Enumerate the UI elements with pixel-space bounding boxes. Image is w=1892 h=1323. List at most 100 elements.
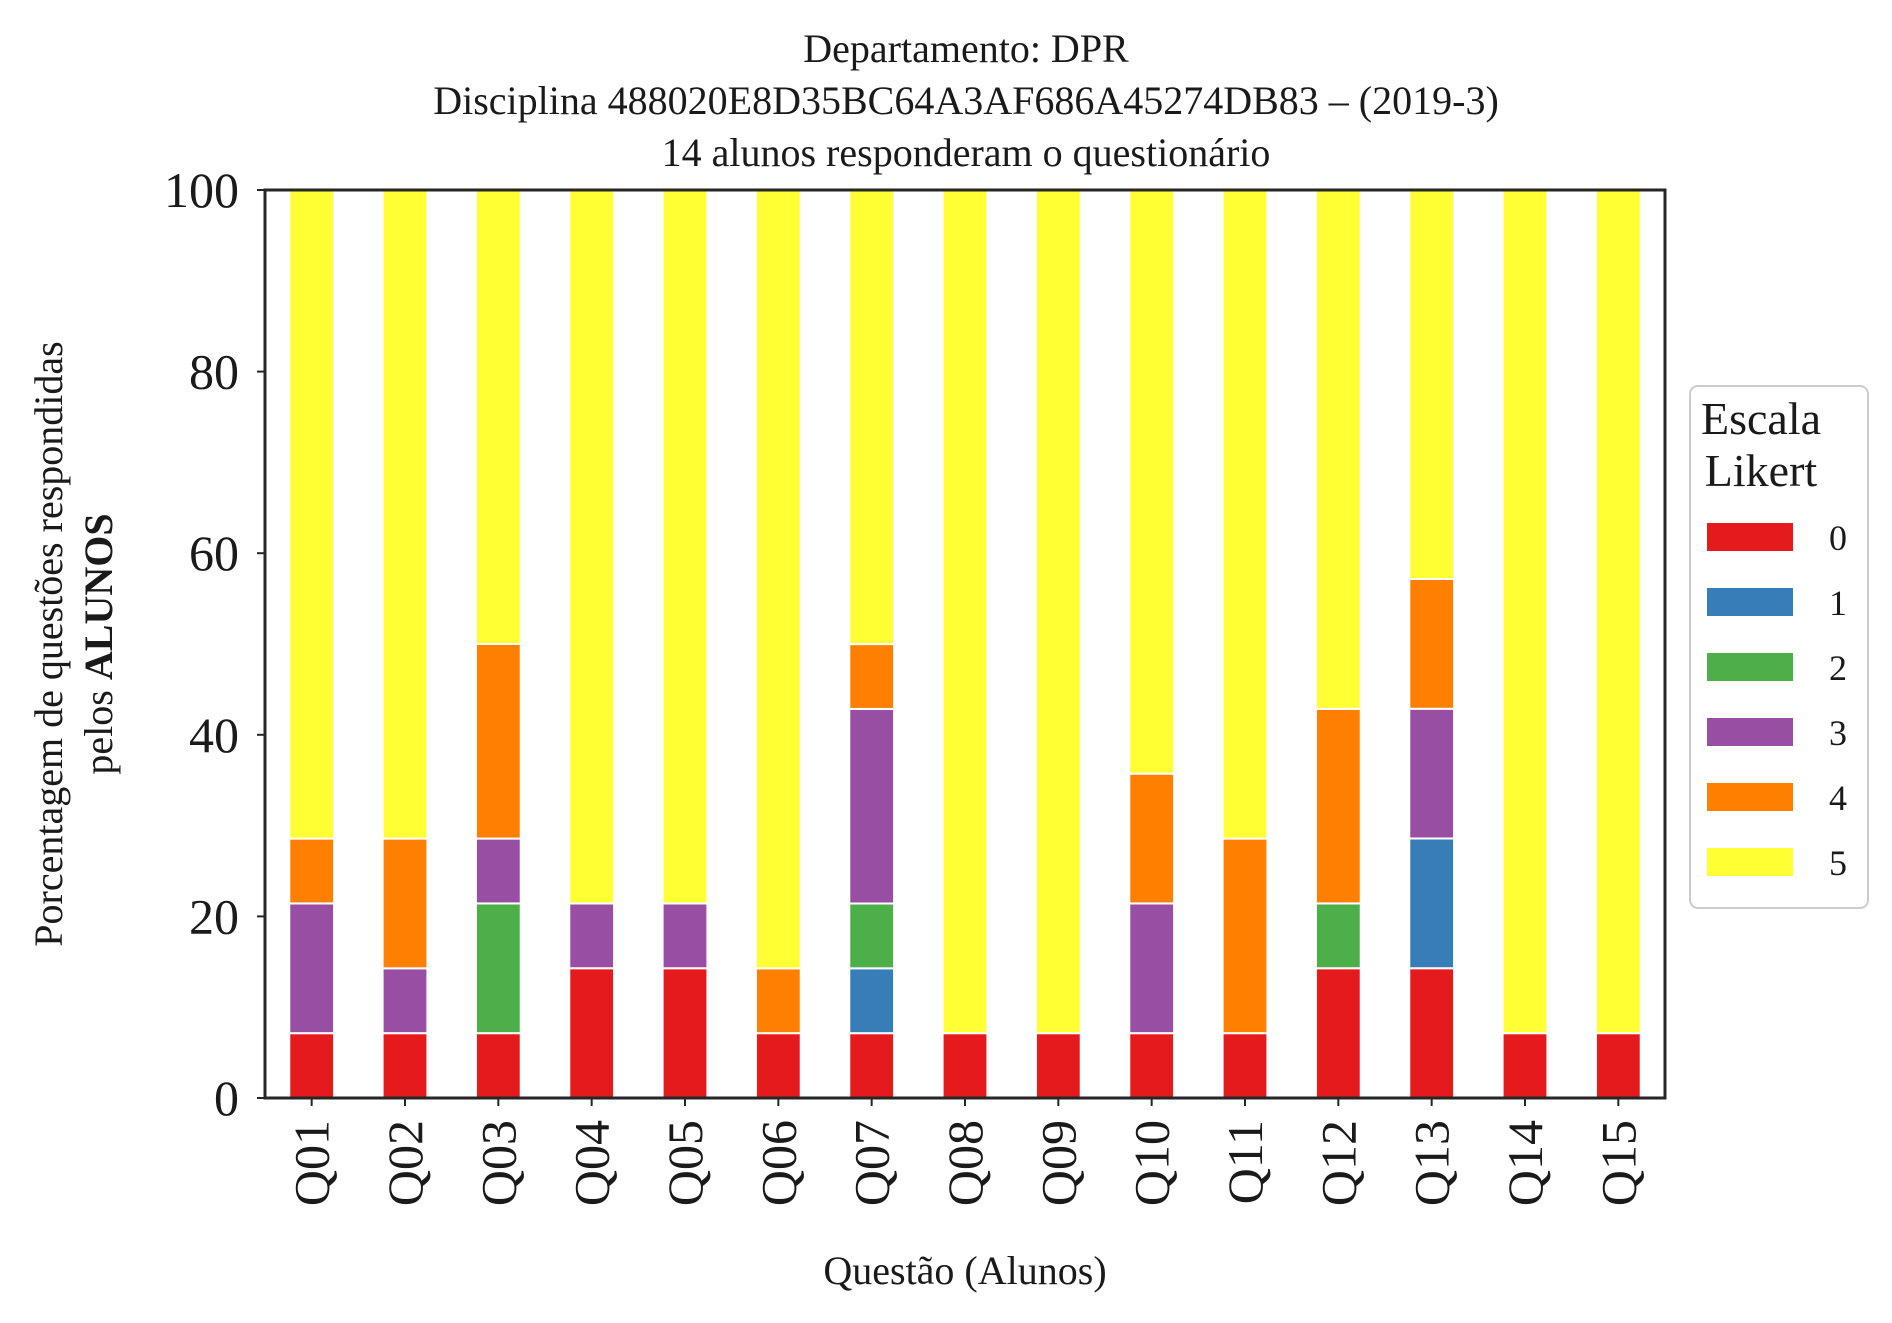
y-tick-label-0: 0	[214, 1070, 239, 1126]
legend-title-line-2: Likert	[1705, 445, 1818, 496]
y-axis-ticks: 0 20 40 60 80 100	[164, 162, 265, 1126]
bar-segment-q09-scale-0	[1034, 1032, 1082, 1100]
bar-segment-q05-scale-3	[661, 902, 709, 970]
x-tick-label-q11: Q11	[1217, 1120, 1273, 1204]
bar-segment-q03-scale-3	[474, 837, 522, 905]
bar-segment-q13-scale-4	[1408, 577, 1456, 710]
bar-segment-q01-scale-0	[288, 1032, 336, 1100]
bar-segment-q04-scale-0	[568, 967, 616, 1099]
bar-segment-q01-scale-5	[288, 189, 336, 840]
legend-swatch-5	[1707, 848, 1793, 876]
bar-segment-q15-scale-5	[1594, 189, 1642, 1035]
y-axis-label-prefix: pelos	[76, 680, 121, 774]
bar-segment-q02-scale-5	[381, 189, 429, 840]
bar-segment-q09-scale-5	[1034, 189, 1082, 1035]
legend-swatch-0	[1707, 523, 1793, 551]
bar-segment-q12-scale-0	[1314, 967, 1362, 1099]
x-tick-label-q06: Q06	[750, 1120, 806, 1206]
plot-frame	[263, 188, 1667, 1100]
x-tick-label-q05: Q05	[657, 1120, 713, 1206]
bar-segment-q07-scale-2	[848, 902, 896, 970]
x-tick-label-q04: Q04	[564, 1120, 620, 1206]
bar-segment-q10-scale-5	[1128, 188, 1176, 775]
bar-segment-q06-scale-5	[754, 189, 802, 970]
bar-segment-q07-scale-5	[848, 189, 896, 646]
y-tick-label-80: 80	[189, 344, 239, 400]
title-line-1: Departamento: DPR	[803, 26, 1129, 71]
legend-label-4: 4	[1829, 778, 1847, 818]
y-tick-label-100: 100	[164, 162, 239, 218]
bar-segment-q03-scale-2	[474, 902, 522, 1035]
legend-label-3: 3	[1829, 713, 1847, 753]
bar-segment-q08-scale-0	[941, 1032, 989, 1100]
legend-label-5: 5	[1829, 843, 1847, 883]
legend-label-0: 0	[1829, 518, 1847, 558]
bar-segment-q02-scale-3	[381, 967, 429, 1035]
y-tick-label-60: 60	[189, 525, 239, 581]
bars-group	[288, 188, 1642, 1100]
y-tick-label-20: 20	[189, 888, 239, 944]
bar-segment-q01-scale-4	[288, 837, 336, 905]
x-tick-label-q03: Q03	[470, 1120, 526, 1206]
legend: Escala Likert 0 1 2 3 4 5	[1689, 385, 1869, 909]
legend-swatch-4	[1707, 783, 1793, 811]
x-tick-label-q08: Q08	[937, 1120, 993, 1206]
bar-segment-q04-scale-3	[568, 902, 616, 970]
bar-segment-q10-scale-4	[1128, 772, 1176, 905]
x-tick-label-q12: Q12	[1310, 1120, 1366, 1206]
bar-segment-q08-scale-5	[941, 189, 989, 1035]
bar-segment-q03-scale-5	[474, 189, 522, 645]
bar-segment-q13-scale-0	[1408, 967, 1456, 1099]
x-axis-label: Questão (Alunos)	[823, 1248, 1106, 1293]
legend-label-2: 2	[1829, 648, 1847, 688]
x-tick-label-q01: Q01	[284, 1120, 340, 1206]
bar-segment-q15-scale-0	[1594, 1032, 1642, 1100]
bar-segment-q06-scale-0	[754, 1032, 802, 1100]
bar-segment-q03-scale-0	[474, 1032, 522, 1100]
bar-segment-q14-scale-5	[1501, 189, 1549, 1035]
bar-segment-q13-scale-5	[1408, 188, 1456, 580]
bar-segment-q11-scale-0	[1221, 1032, 1269, 1100]
bar-segment-q04-scale-5	[568, 189, 616, 905]
x-tick-label-q15: Q15	[1590, 1120, 1646, 1206]
bar-segment-q02-scale-4	[381, 837, 429, 970]
x-tick-label-q02: Q02	[377, 1120, 433, 1206]
y-axis-label-line-1: Porcentagem de questões respondidas	[26, 341, 71, 946]
y-axis-label-line-2: pelos ALUNOS	[76, 513, 121, 774]
bar-segment-q05-scale-0	[661, 967, 709, 1099]
legend-items: 0 1 2 3 4 5	[1707, 518, 1847, 883]
x-axis-ticks: Q01 Q02 Q03 Q04 Q05 Q06 Q07 Q08 Q09 Q10 Q11 Q12 Q13 Q…	[284, 1098, 1646, 1206]
x-tick-label-q10: Q10	[1124, 1120, 1180, 1206]
bar-segment-q12-scale-5	[1314, 189, 1362, 710]
bar-segment-q14-scale-0	[1501, 1032, 1549, 1100]
bar-segment-q11-scale-5	[1221, 189, 1269, 840]
legend-swatch-3	[1707, 718, 1793, 746]
bar-segment-q06-scale-4	[754, 967, 802, 1035]
bar-segment-q02-scale-0	[381, 1032, 429, 1100]
x-tick-label-q13: Q13	[1404, 1120, 1460, 1206]
chart-title: Departamento: DPR Disciplina 488020E8D35…	[433, 26, 1499, 175]
legend-label-1: 1	[1829, 583, 1847, 623]
bar-segment-q10-scale-3	[1128, 902, 1176, 1035]
bar-segment-q12-scale-2	[1314, 902, 1362, 970]
bar-segment-q11-scale-4	[1221, 837, 1269, 1035]
x-tick-label-q07: Q07	[844, 1120, 900, 1206]
x-tick-label-q14: Q14	[1497, 1120, 1553, 1206]
y-axis-label: Porcentagem de questões respondidas pelo…	[26, 341, 121, 946]
y-axis-label-bold: ALUNOS	[76, 513, 121, 680]
bar-segment-q03-scale-4	[474, 643, 522, 840]
bar-segment-q07-scale-0	[848, 1032, 896, 1100]
title-line-3: 14 alunos responderam o questionário	[662, 130, 1271, 175]
legend-box	[1689, 385, 1869, 909]
bar-segment-q12-scale-4	[1314, 707, 1362, 905]
x-tick-label-q09: Q09	[1030, 1120, 1086, 1206]
bar-segment-q01-scale-3	[288, 902, 336, 1035]
y-tick-label-40: 40	[189, 707, 239, 763]
bar-segment-q13-scale-1	[1408, 837, 1456, 970]
legend-title-line-1: Escala	[1701, 393, 1821, 444]
bar-segment-q07-scale-1	[848, 967, 896, 1035]
bar-segment-q07-scale-4	[848, 643, 896, 710]
title-line-2: Disciplina 488020E8D35BC64A3AF686A45274D…	[433, 78, 1499, 123]
bar-segment-q05-scale-5	[661, 189, 709, 905]
